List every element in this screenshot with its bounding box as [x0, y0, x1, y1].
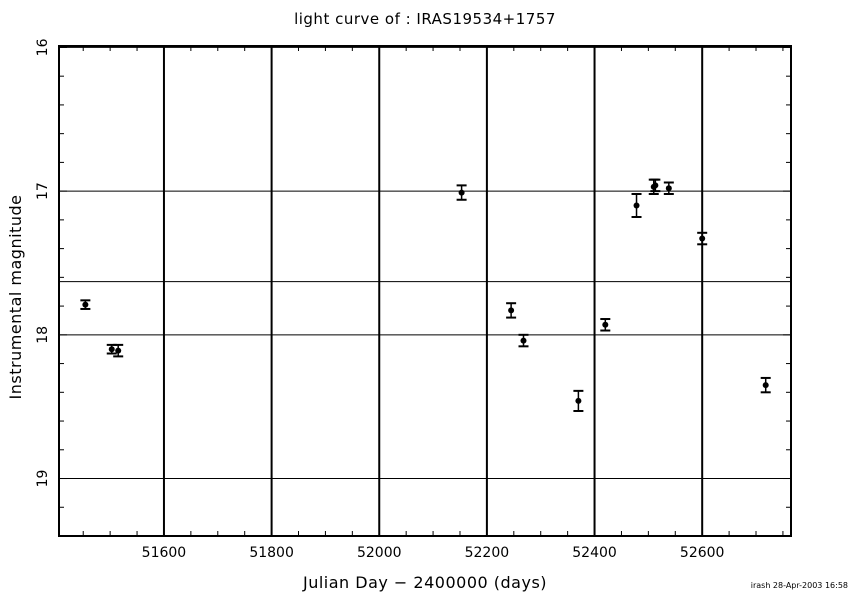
- y-tick-label: 17: [35, 182, 51, 200]
- x-tick-label: 52400: [572, 545, 617, 561]
- data-point: [113, 343, 124, 358]
- data-marker: [508, 307, 515, 314]
- x-tick-labels: 51600 51800 52000 52200 52400 52600: [142, 545, 725, 561]
- data-marker: [699, 235, 706, 242]
- data-point: [80, 299, 91, 310]
- timestamp-stamp: irash 28-Apr-2003 16:58: [751, 581, 848, 590]
- data-point: [573, 389, 584, 412]
- y-axis-label: Instrumental magnitude: [6, 195, 25, 400]
- axis-ticks: [59, 46, 791, 537]
- y-tick-label: 18: [35, 326, 51, 344]
- y-tick-labels: 16 17 18 19: [35, 38, 51, 487]
- chart-title: light curve of : IRAS19534+1757: [294, 10, 556, 28]
- data-marker: [762, 382, 769, 389]
- data-point: [106, 343, 117, 355]
- x-tick-label: 52000: [357, 545, 402, 561]
- data-marker: [82, 301, 89, 308]
- plot-frame: [58, 45, 792, 537]
- data-point: [663, 181, 674, 196]
- data-point: [631, 193, 642, 218]
- data-marker: [633, 202, 640, 209]
- grid-lines: [59, 46, 791, 536]
- x-tick-label: 52200: [465, 545, 510, 561]
- x-axis-label: Julian Day − 2400000 (days): [302, 573, 547, 592]
- data-point: [506, 302, 517, 319]
- x-tick-label: 51600: [142, 545, 187, 561]
- data-marker: [115, 347, 122, 354]
- data-marker: [602, 321, 609, 328]
- data-point: [650, 178, 661, 193]
- data-point: [600, 318, 611, 332]
- data-point: [760, 376, 771, 394]
- x-tick-label: 52600: [680, 545, 725, 561]
- data-marker: [108, 346, 115, 353]
- data-point: [518, 333, 529, 348]
- data-marker: [520, 337, 527, 344]
- data-point: [697, 231, 708, 246]
- x-tick-label: 51800: [249, 545, 294, 561]
- data-points: [80, 178, 771, 412]
- data-marker: [665, 185, 672, 192]
- y-tick-label: 16: [35, 38, 51, 56]
- data-point: [456, 184, 467, 201]
- y-tick-label: 19: [35, 470, 51, 488]
- data-marker: [575, 397, 582, 404]
- data-marker: [652, 182, 659, 189]
- data-marker: [458, 189, 465, 196]
